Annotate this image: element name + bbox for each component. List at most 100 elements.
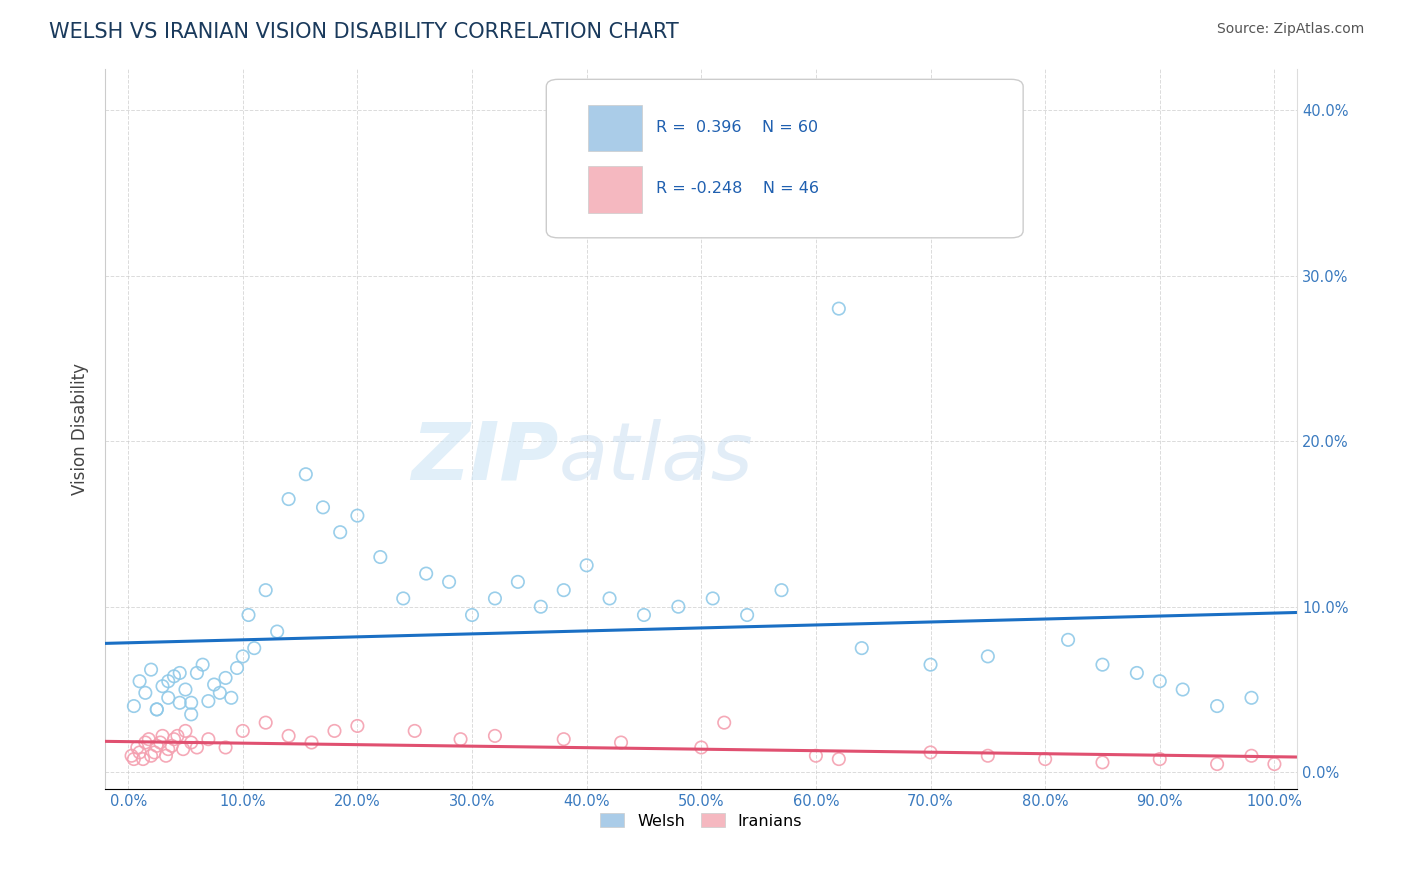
Point [301,735,323,749]
Point [804,748,827,763]
Point [180,735,202,749]
Point [1263,757,1285,772]
Point [1149,752,1171,766]
Point [392,591,415,606]
Point [666,599,689,614]
Point [506,574,529,589]
Point [977,748,1000,763]
Point [143,746,166,760]
Point [172,742,194,756]
Point [221,690,243,705]
Point [208,686,231,700]
Point [157,674,180,689]
Point [121,748,143,763]
Point [450,732,472,747]
Point [828,752,851,766]
Point [122,752,145,766]
Point [368,549,391,564]
Point [202,677,225,691]
Text: R = -0.248    N = 46: R = -0.248 N = 46 [657,181,818,196]
Point [163,669,186,683]
Point [920,746,942,760]
Point [1126,665,1149,680]
Point [128,674,150,689]
Point [851,641,873,656]
Point [152,729,174,743]
Point [346,508,368,523]
Point [920,657,942,672]
Point [599,591,621,606]
Point [186,740,208,755]
Point [770,583,793,598]
Point [461,607,484,622]
Point [1149,674,1171,689]
Point [214,671,236,685]
Point [1240,748,1263,763]
Point [735,607,758,622]
FancyBboxPatch shape [588,166,641,212]
Point [828,301,851,316]
Point [323,723,346,738]
Point [132,752,155,766]
Point [1091,756,1114,770]
Text: ZIP: ZIP [411,418,558,497]
Point [404,723,426,738]
Point [690,740,713,755]
Point [146,739,169,753]
Point [1091,657,1114,672]
Point [169,665,191,680]
Point [713,715,735,730]
Point [415,566,437,581]
Point [1171,682,1194,697]
Point [277,492,299,507]
Point [139,663,162,677]
Point [329,525,352,540]
Point [197,732,219,747]
Point [1057,632,1080,647]
Point [484,729,506,743]
Point [254,583,277,598]
Point [191,657,214,672]
Point [146,702,169,716]
Point [180,696,202,710]
Point [610,735,633,749]
Point [186,665,208,680]
Point [254,715,277,730]
Point [149,735,172,749]
FancyBboxPatch shape [547,79,1024,238]
Text: atlas: atlas [558,418,754,497]
Point [127,740,149,755]
Point [977,649,1000,664]
Point [174,682,197,697]
Point [169,696,191,710]
Point [1206,757,1229,772]
Text: R =  0.396    N = 60: R = 0.396 N = 60 [657,120,818,135]
Point [232,649,254,664]
Point [346,719,368,733]
Point [146,702,169,716]
Point [312,500,335,515]
Point [122,699,145,714]
Point [174,723,197,738]
Point [226,661,249,675]
Point [155,748,177,763]
Text: Source: ZipAtlas.com: Source: ZipAtlas.com [1216,22,1364,37]
Point [266,624,288,639]
Point [160,739,183,753]
Point [166,729,188,743]
Point [163,732,186,747]
Point [138,732,160,747]
Y-axis label: Vision Disability: Vision Disability [72,363,89,495]
Point [702,591,724,606]
Point [232,723,254,738]
Point [553,732,575,747]
Point [157,742,180,756]
Text: WELSH VS IRANIAN VISION DISABILITY CORRELATION CHART: WELSH VS IRANIAN VISION DISABILITY CORRE… [49,22,679,42]
Point [134,735,156,749]
Point [633,607,655,622]
Point [157,690,180,705]
FancyBboxPatch shape [588,104,641,152]
Point [238,607,260,622]
Point [128,746,150,760]
Point [134,686,156,700]
